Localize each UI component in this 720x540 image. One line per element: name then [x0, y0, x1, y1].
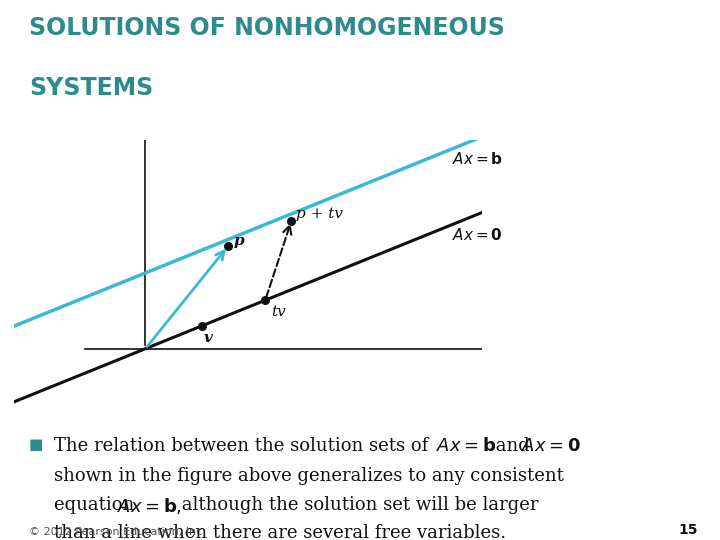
Text: The relation between the solution sets of: The relation between the solution sets o… — [54, 437, 434, 455]
Text: although the solution set will be larger: although the solution set will be larger — [176, 496, 539, 514]
Text: p + tv: p + tv — [296, 207, 343, 221]
Text: © 2012 Pearson Education, Inc.: © 2012 Pearson Education, Inc. — [29, 527, 206, 537]
Text: v: v — [204, 331, 212, 345]
Text: $Ax = \mathbf{b},$: $Ax = \mathbf{b},$ — [117, 496, 182, 516]
Text: SOLUTIONS OF NONHOMOGENEOUS: SOLUTIONS OF NONHOMOGENEOUS — [29, 16, 505, 40]
Text: than a line when there are several free variables.: than a line when there are several free … — [54, 524, 506, 540]
Text: p: p — [233, 233, 244, 247]
Text: 15: 15 — [679, 523, 698, 537]
Text: $Ax = \mathbf{b}$: $Ax = \mathbf{b}$ — [452, 151, 504, 167]
Text: SYSTEMS: SYSTEMS — [29, 76, 153, 99]
Text: $Ax = \mathbf{b}$: $Ax = \mathbf{b}$ — [436, 437, 497, 455]
Text: equation: equation — [54, 496, 140, 514]
Text: $Ax = \mathbf{0}$: $Ax = \mathbf{0}$ — [521, 437, 580, 455]
Text: tv: tv — [271, 305, 286, 319]
Text: shown in the figure above generalizes to any consistent: shown in the figure above generalizes to… — [54, 467, 564, 485]
Text: $Ax = \mathbf{0}$: $Ax = \mathbf{0}$ — [452, 227, 503, 243]
Text: and: and — [490, 437, 535, 455]
Text: ■: ■ — [29, 437, 43, 453]
